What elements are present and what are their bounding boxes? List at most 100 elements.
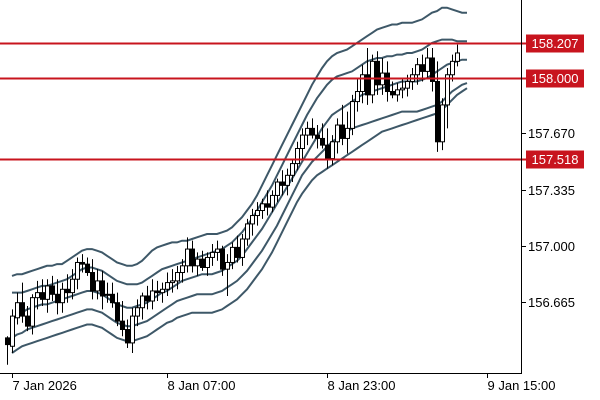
candle <box>315 125 320 149</box>
candle-body <box>315 134 320 139</box>
candle-body <box>185 248 190 267</box>
candle <box>110 282 115 308</box>
candle <box>350 94 355 136</box>
candle <box>335 118 340 154</box>
candle-body <box>275 181 280 196</box>
candle-body <box>115 302 120 322</box>
candle <box>440 98 445 151</box>
candle <box>280 170 285 196</box>
candle <box>60 282 65 313</box>
candle-body <box>390 91 395 96</box>
y-tick-label: 157.000 <box>528 239 575 254</box>
candle <box>65 274 70 303</box>
candle <box>265 190 270 216</box>
candle-body <box>145 295 150 302</box>
candle <box>140 292 145 320</box>
candle <box>345 111 350 154</box>
candle <box>75 257 80 290</box>
candle <box>100 270 105 310</box>
y-tick-label: 156.665 <box>528 295 575 310</box>
candle <box>425 47 430 79</box>
candle <box>200 250 205 271</box>
candle-body <box>330 141 335 160</box>
candle <box>120 301 125 337</box>
candle-body <box>405 80 410 89</box>
candle-body <box>80 261 85 265</box>
candle-body <box>280 181 285 186</box>
candle <box>70 269 75 300</box>
candle <box>145 285 150 310</box>
candle-body <box>420 64 425 72</box>
level-label: 158.000 <box>532 71 579 86</box>
candle-body <box>310 127 315 136</box>
candle <box>445 68 450 129</box>
candle-body <box>40 292 45 300</box>
candle-body <box>55 293 60 304</box>
candle <box>430 47 435 92</box>
candle-body <box>425 57 430 72</box>
candle <box>125 319 130 348</box>
candle-body <box>220 248 225 270</box>
candle <box>270 190 275 213</box>
candle-body <box>160 288 165 294</box>
candle <box>390 81 395 99</box>
candle-body <box>415 64 420 76</box>
candle <box>340 104 345 146</box>
candle-body <box>155 290 160 294</box>
candle <box>180 259 185 283</box>
candle <box>115 292 120 327</box>
candle <box>185 237 190 273</box>
candlesticks <box>5 44 460 365</box>
candle <box>395 83 400 102</box>
candle <box>25 306 30 332</box>
price-levels: 158.207 158.000 157.518 <box>0 34 584 169</box>
band-line-4 <box>11 82 468 339</box>
candle-body <box>10 315 15 347</box>
candle <box>295 141 300 171</box>
candle-body <box>175 272 180 282</box>
x-tick-label: 8 Jan 07:00 <box>168 378 236 393</box>
candle <box>55 279 60 315</box>
candle-body <box>350 101 355 129</box>
x-tick-label: 7 Jan 2026 <box>13 378 77 393</box>
candle-body <box>210 251 215 258</box>
candle-body <box>270 194 275 208</box>
candle <box>320 123 325 149</box>
candle-body <box>75 261 80 280</box>
candle <box>385 61 390 102</box>
candle <box>20 282 25 323</box>
candle <box>95 269 100 300</box>
candle-body <box>70 278 75 294</box>
candle-body <box>245 223 250 240</box>
candle <box>400 78 405 99</box>
candle <box>50 275 55 302</box>
candle-body <box>215 248 220 253</box>
candle <box>240 233 245 266</box>
candle <box>45 279 50 313</box>
band-line-1 <box>11 6 467 277</box>
candle-body <box>130 315 135 344</box>
candle <box>420 54 425 82</box>
candle-body <box>150 290 155 302</box>
candle <box>105 282 110 303</box>
candle-body <box>235 246 240 258</box>
candle <box>290 158 295 183</box>
candle <box>325 128 330 169</box>
candle-body <box>110 293 115 304</box>
candle-body <box>345 127 350 139</box>
candle <box>415 57 420 85</box>
candle-body <box>325 144 330 160</box>
axes: 157.670 157.335 157.000 156.665 7 Jan 2026 8 … <box>0 0 575 393</box>
candle <box>135 299 140 327</box>
candle <box>205 252 210 276</box>
candle <box>165 272 170 296</box>
candle <box>365 47 370 105</box>
candle <box>360 64 365 104</box>
candle <box>225 254 230 296</box>
y-tick-label: 157.335 <box>528 183 575 198</box>
candle-body <box>105 293 110 296</box>
candle <box>455 44 460 67</box>
candle <box>170 269 175 293</box>
candle <box>245 218 250 246</box>
candle <box>85 257 90 276</box>
